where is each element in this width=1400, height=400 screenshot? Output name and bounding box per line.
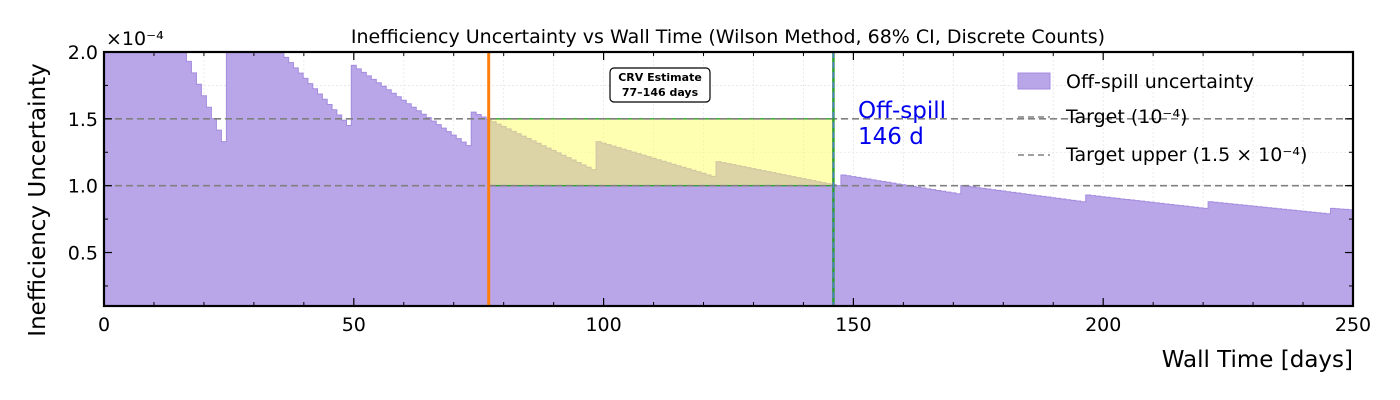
axis-ticks: 0 50 100 150 200 250 0.5 1.0 1.5 2.0	[68, 42, 1371, 336]
y-tick-label: 2.0	[68, 42, 98, 64]
y-scale-label: ×10⁻⁴	[106, 28, 164, 50]
legend: Off-spill uncertainty Target (10⁻⁴) Targ…	[1017, 71, 1307, 166]
x-tick-label: 50	[342, 314, 366, 336]
y-tick-label: 1.5	[68, 109, 98, 131]
crv-estimate-box: CRV Estimate 77–146 days	[609, 67, 711, 103]
crv-estimate-box-frame	[609, 67, 711, 103]
crv-estimate-band	[487, 118, 835, 187]
x-tick-label: 100	[585, 314, 621, 336]
marker-label-line2: 146 d	[858, 124, 924, 150]
y-tick-label: 1.0	[68, 176, 98, 198]
legend-label-target-upper: Target upper (1.5 × 10⁻⁴)	[1065, 144, 1307, 166]
x-axis-label: Wall Time [days]	[1162, 347, 1353, 373]
x-tick-label: 150	[835, 314, 871, 336]
crv-estimate-box-title: CRV Estimate	[618, 71, 702, 84]
plot-frame	[102, 50, 1355, 308]
x-tick-label: 0	[98, 314, 110, 336]
y-tick-label: 0.5	[68, 243, 98, 265]
legend-label-off-spill: Off-spill uncertainty	[1066, 71, 1254, 93]
legend-swatch-off-spill	[1017, 72, 1051, 90]
chart-title: Inefficiency Uncertainty vs Wall Time (W…	[351, 26, 1105, 48]
crv-estimate-box-range: 77–146 days	[622, 86, 699, 99]
x-tick-label: 250	[1335, 314, 1371, 336]
marker-label-line1: Off-spill	[858, 98, 946, 124]
y-axis-label: Inefficiency Uncertainty	[25, 63, 51, 336]
x-tick-label: 200	[1085, 314, 1121, 336]
legend-label-target: Target (10⁻⁴)	[1065, 106, 1187, 128]
